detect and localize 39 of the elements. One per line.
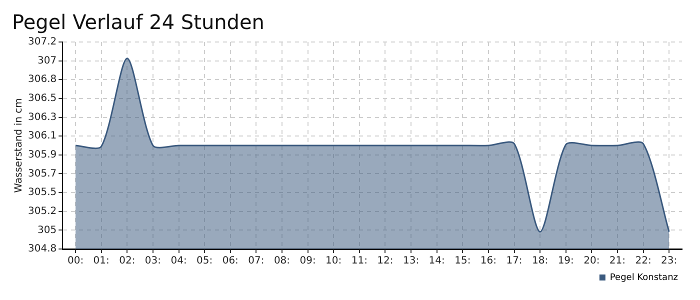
y-tick-label: 306.3 bbox=[28, 112, 57, 123]
x-tick-label: 20: bbox=[584, 256, 600, 267]
x-tick-label: 19: bbox=[558, 256, 574, 267]
x-tick-label: 13: bbox=[402, 256, 420, 267]
y-tick-label: 306.8 bbox=[28, 74, 57, 86]
x-tick-label: 14: bbox=[428, 256, 445, 267]
x-tick-label: 23: bbox=[661, 256, 678, 267]
chart-title: Pegel Verlauf 24 Stunden bbox=[12, 10, 264, 34]
y-tick-label: 306.1 bbox=[28, 130, 57, 142]
y-tick-label: 305.7 bbox=[28, 168, 57, 180]
x-tick-label: 07: bbox=[248, 256, 264, 267]
y-tick-label: 306.5 bbox=[28, 93, 57, 104]
x-tick-label: 16: bbox=[480, 256, 496, 267]
x-tick-label: 22: bbox=[635, 256, 652, 267]
x-tick-label: 11: bbox=[351, 256, 368, 267]
y-tick-label: 305 bbox=[38, 224, 57, 236]
x-tick-label: 12: bbox=[377, 256, 394, 267]
y-tick-label: 307 bbox=[38, 55, 57, 66]
y-tick-label: 305.5 bbox=[28, 187, 57, 198]
x-tick-label: 00: bbox=[67, 256, 84, 267]
x-tick-label: 21: bbox=[609, 256, 626, 267]
x-tick-label: 05: bbox=[196, 256, 213, 267]
x-tick-label: 15: bbox=[454, 256, 471, 267]
x-tick-label: 04: bbox=[170, 256, 187, 267]
x-tick-label: 18: bbox=[532, 256, 548, 267]
legend-label: Pegel Konstanz bbox=[610, 272, 678, 283]
x-tick-label: 06: bbox=[222, 256, 238, 267]
x-tick-label: 01: bbox=[93, 256, 110, 267]
x-tick-label: 17: bbox=[506, 256, 522, 267]
x-tick-label: 08: bbox=[274, 256, 290, 267]
x-tick-label: 03: bbox=[144, 256, 161, 267]
y-tick-label: 304.8 bbox=[28, 244, 57, 255]
x-tick-label: 02: bbox=[119, 256, 136, 267]
y-axis-title: Wasserstand in cm bbox=[14, 98, 25, 193]
y-tick-label: 305.9 bbox=[28, 149, 57, 160]
x-tick-label: 10: bbox=[326, 256, 342, 267]
y-tick-label: 305.2 bbox=[28, 206, 57, 217]
x-tick-label: 09: bbox=[300, 256, 316, 267]
y-tick-label: 307.2 bbox=[28, 36, 57, 48]
